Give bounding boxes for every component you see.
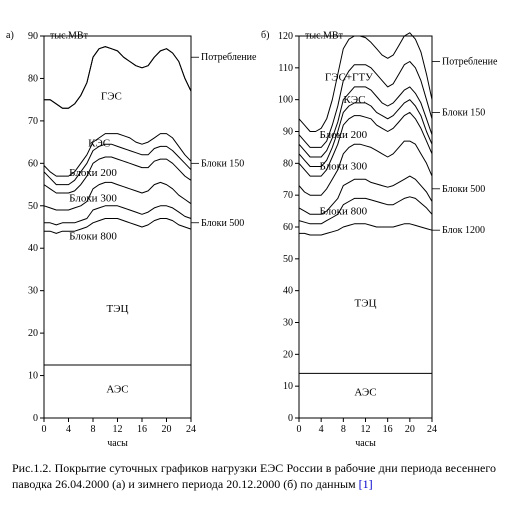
svg-text:4: 4 <box>66 424 71 435</box>
svg-text:0: 0 <box>288 413 293 424</box>
svg-text:ТЭЦ: ТЭЦ <box>355 298 377 310</box>
svg-text:8: 8 <box>91 424 96 435</box>
svg-text:Блоки 150: Блоки 150 <box>442 107 485 118</box>
caption-body: Покрытие суточных графиков нагрузки ЕЭС … <box>12 461 496 491</box>
svg-text:АЭС: АЭС <box>354 387 376 399</box>
svg-text:0: 0 <box>33 413 38 424</box>
svg-text:Потребление: Потребление <box>442 56 498 67</box>
svg-text:0: 0 <box>42 424 47 435</box>
svg-text:Блоки 800: Блоки 800 <box>320 205 368 217</box>
svg-text:20: 20 <box>405 424 415 435</box>
svg-text:10: 10 <box>283 381 293 392</box>
svg-text:10: 10 <box>28 371 38 382</box>
svg-text:б): б) <box>261 30 269 41</box>
svg-text:90: 90 <box>28 31 38 42</box>
svg-text:110: 110 <box>278 63 293 74</box>
panel-b: б)тыс.МВт0102030405060708090100110120048… <box>261 28 502 452</box>
panel-a-svg: а)тыс.МВт010203040506070809004812162024ч… <box>6 28 261 452</box>
svg-text:Блоки 200: Блоки 200 <box>69 167 117 179</box>
svg-text:80: 80 <box>28 73 38 84</box>
figure-caption: Рис.1.2. Покрытие суточных графиков нагр… <box>12 460 496 492</box>
svg-text:Блоки 300: Блоки 300 <box>320 161 368 173</box>
panel-a: а)тыс.МВт010203040506070809004812162024ч… <box>6 28 261 452</box>
svg-text:Блоки 500: Блоки 500 <box>442 184 485 195</box>
svg-text:4: 4 <box>319 424 324 435</box>
panel-b-svg: б)тыс.МВт0102030405060708090100110120048… <box>261 28 502 452</box>
svg-text:Блоки 500: Блоки 500 <box>201 218 244 229</box>
svg-text:Блоки 300: Блоки 300 <box>69 193 117 205</box>
svg-text:12: 12 <box>361 424 371 435</box>
svg-text:70: 70 <box>28 116 38 127</box>
svg-text:80: 80 <box>283 158 293 169</box>
svg-text:а): а) <box>6 30 14 41</box>
svg-text:КЭС: КЭС <box>343 94 365 106</box>
svg-text:ТЭЦ: ТЭЦ <box>107 303 129 315</box>
svg-text:20: 20 <box>162 424 172 435</box>
svg-text:АЭС: АЭС <box>106 384 128 396</box>
svg-text:часы: часы <box>355 438 376 449</box>
svg-text:24: 24 <box>427 424 437 435</box>
svg-text:16: 16 <box>137 424 147 435</box>
svg-text:Потребление: Потребление <box>201 52 257 63</box>
svg-text:часы: часы <box>107 438 128 449</box>
svg-text:40: 40 <box>283 286 293 297</box>
svg-text:ГЭС: ГЭС <box>101 91 122 103</box>
chart-area: а)тыс.МВт010203040506070809004812162024ч… <box>6 28 502 452</box>
svg-text:Блоки 150: Блоки 150 <box>201 158 244 169</box>
svg-text:КЭС: КЭС <box>88 137 110 149</box>
svg-text:ГЭС+ГТУ: ГЭС+ГТУ <box>325 72 373 84</box>
svg-text:12: 12 <box>113 424 123 435</box>
svg-text:60: 60 <box>28 158 38 169</box>
svg-text:8: 8 <box>341 424 346 435</box>
svg-text:20: 20 <box>283 349 293 360</box>
svg-text:50: 50 <box>28 201 38 212</box>
svg-text:60: 60 <box>283 222 293 233</box>
svg-text:90: 90 <box>283 127 293 138</box>
svg-text:30: 30 <box>283 318 293 329</box>
caption-prefix: Рис.1.2. <box>12 461 51 475</box>
svg-text:30: 30 <box>28 286 38 297</box>
figure-page: а)тыс.МВт010203040506070809004812162024ч… <box>0 0 508 514</box>
svg-text:Блоки 200: Блоки 200 <box>320 129 368 141</box>
svg-text:16: 16 <box>383 424 393 435</box>
svg-text:70: 70 <box>283 190 293 201</box>
svg-text:20: 20 <box>28 328 38 339</box>
svg-text:0: 0 <box>297 424 302 435</box>
svg-text:50: 50 <box>283 254 293 265</box>
svg-text:120: 120 <box>278 31 293 42</box>
svg-text:24: 24 <box>186 424 196 435</box>
svg-text:40: 40 <box>28 243 38 254</box>
svg-text:Блоки 800: Блоки 800 <box>69 231 117 243</box>
svg-text:Блок 1200: Блок 1200 <box>442 225 485 236</box>
svg-text:100: 100 <box>278 95 293 106</box>
caption-ref: [1] <box>359 477 373 491</box>
